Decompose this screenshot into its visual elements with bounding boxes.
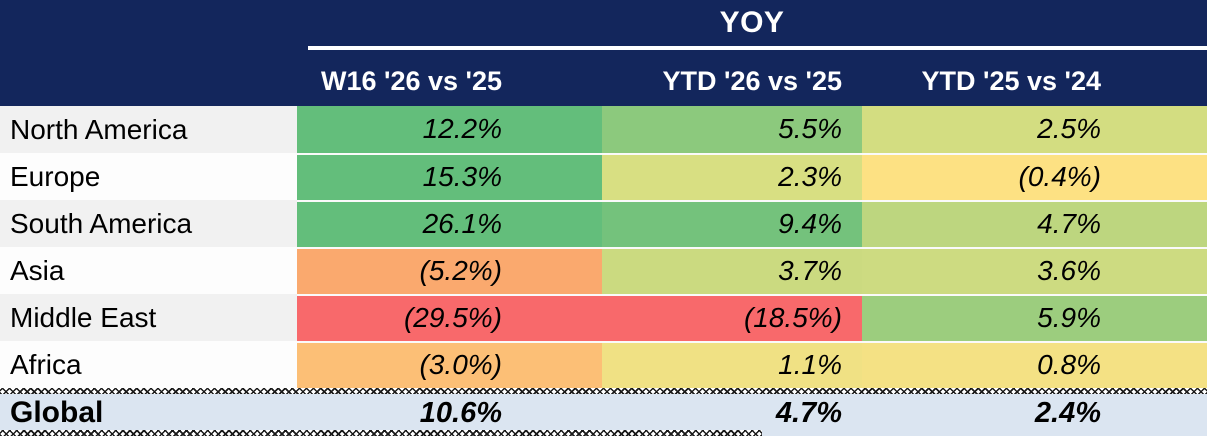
table-row-africa: Africa (3.0%) 1.1% 0.8% [0, 341, 1207, 388]
column-header-ytd-25-vs-24: YTD '25 vs '24 [921, 66, 1101, 96]
table-body: North America 12.2% 5.5% 2.5% Europe 15.… [0, 106, 1207, 388]
row-label: Global [10, 396, 104, 429]
value-cell: 26.1% [297, 200, 602, 247]
value-cell: 3.7% [602, 247, 862, 294]
row-label: Europe [0, 153, 297, 200]
dashed-bottom-border [0, 430, 762, 436]
value-cell: 2.4% [1034, 397, 1101, 429]
value-cell: 5.5% [602, 106, 862, 153]
row-label: Asia [0, 247, 297, 294]
value-cell: 3.6% [862, 247, 1207, 294]
table-row-south-america: South America 26.1% 9.4% 4.7% [0, 200, 1207, 247]
value-cell: (5.2%) [297, 247, 602, 294]
dashed-row-divider [0, 388, 1207, 394]
value-cell: (3.0%) [297, 341, 602, 388]
table-row-north-america: North America 12.2% 5.5% 2.5% [0, 106, 1207, 153]
row-label: Africa [0, 341, 297, 388]
row-label: Middle East [0, 294, 297, 341]
value-cell: 2.3% [602, 153, 862, 200]
table-row-global-total: Global 10.6% 4.7% 2.4% [0, 394, 1207, 436]
value-cell: 15.3% [297, 153, 602, 200]
value-cell: (18.5%) [602, 294, 862, 341]
value-cell: (0.4%) [862, 153, 1207, 200]
table-row-asia: Asia (5.2%) 3.7% 3.6% [0, 247, 1207, 294]
value-cell: 5.9% [862, 294, 1207, 341]
table-header-band: YOY W16 '26 vs '25 YTD '26 vs '25 YTD '2… [0, 0, 1207, 106]
yoy-underline [308, 46, 1207, 50]
value-cell: 4.7% [862, 200, 1207, 247]
row-label: North America [0, 106, 297, 153]
table-row-europe: Europe 15.3% 2.3% (0.4%) [0, 153, 1207, 200]
value-cell: 9.4% [602, 200, 862, 247]
column-header-ytd-26-vs-25: YTD '26 vs '25 [662, 66, 842, 96]
row-label: South America [0, 200, 297, 247]
value-cell: 2.5% [862, 106, 1207, 153]
value-cell: (29.5%) [297, 294, 602, 341]
value-cell: 12.2% [297, 106, 602, 153]
value-cell: 1.1% [602, 341, 862, 388]
group-header-yoy: YOY [719, 6, 785, 39]
column-headers: W16 '26 vs '25 YTD '26 vs '25 YTD '25 vs… [297, 56, 1207, 106]
value-cell: 4.7% [775, 397, 842, 429]
value-cell: 0.8% [862, 341, 1207, 388]
value-cell: 10.6% [419, 397, 502, 429]
table-row-middle-east: Middle East (29.5%) (18.5%) 5.9% [0, 294, 1207, 341]
column-header-w16-26-vs-25: W16 '26 vs '25 [321, 66, 502, 96]
